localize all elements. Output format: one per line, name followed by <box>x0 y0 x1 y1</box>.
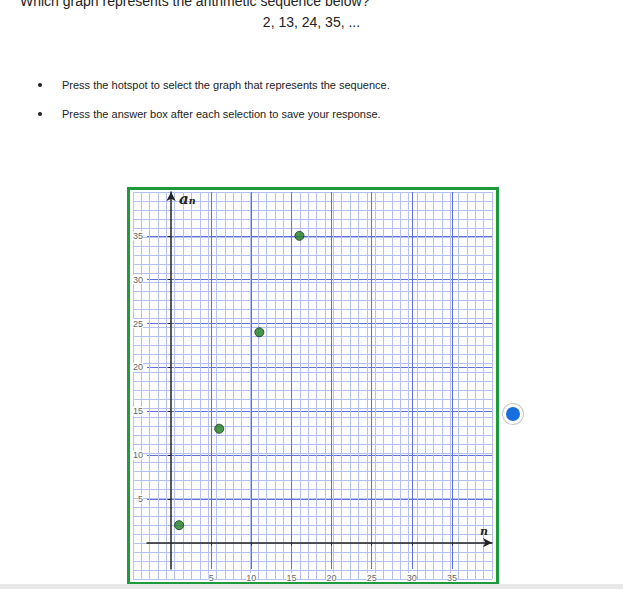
svg-text:aₙ: aₙ <box>179 190 196 208</box>
svg-text:35: 35 <box>133 231 143 241</box>
svg-text:n: n <box>480 525 488 538</box>
svg-text:15: 15 <box>286 573 296 583</box>
svg-text:30: 30 <box>133 275 143 285</box>
svg-text:10: 10 <box>246 573 256 583</box>
svg-text:15: 15 <box>133 406 143 416</box>
svg-text:5: 5 <box>209 573 214 583</box>
svg-text:30: 30 <box>407 573 417 583</box>
svg-text:25: 25 <box>367 573 377 583</box>
svg-text:5: 5 <box>138 494 143 504</box>
svg-text:20: 20 <box>133 362 143 372</box>
svg-text:25: 25 <box>133 319 143 329</box>
html-text:2, 13, 24, 35, ...: 2, 13, 24, 35, ... <box>262 14 361 30</box>
svg-text:10: 10 <box>133 450 143 460</box>
html-text:Press the hotspot to select th: Press the hotspot to select the graph th… <box>62 79 390 91</box>
svg-text:20: 20 <box>327 573 337 583</box>
svg-text:35: 35 <box>447 573 457 583</box>
html-text:Press the answer box after eac: Press the answer box after each selectio… <box>62 108 381 120</box>
